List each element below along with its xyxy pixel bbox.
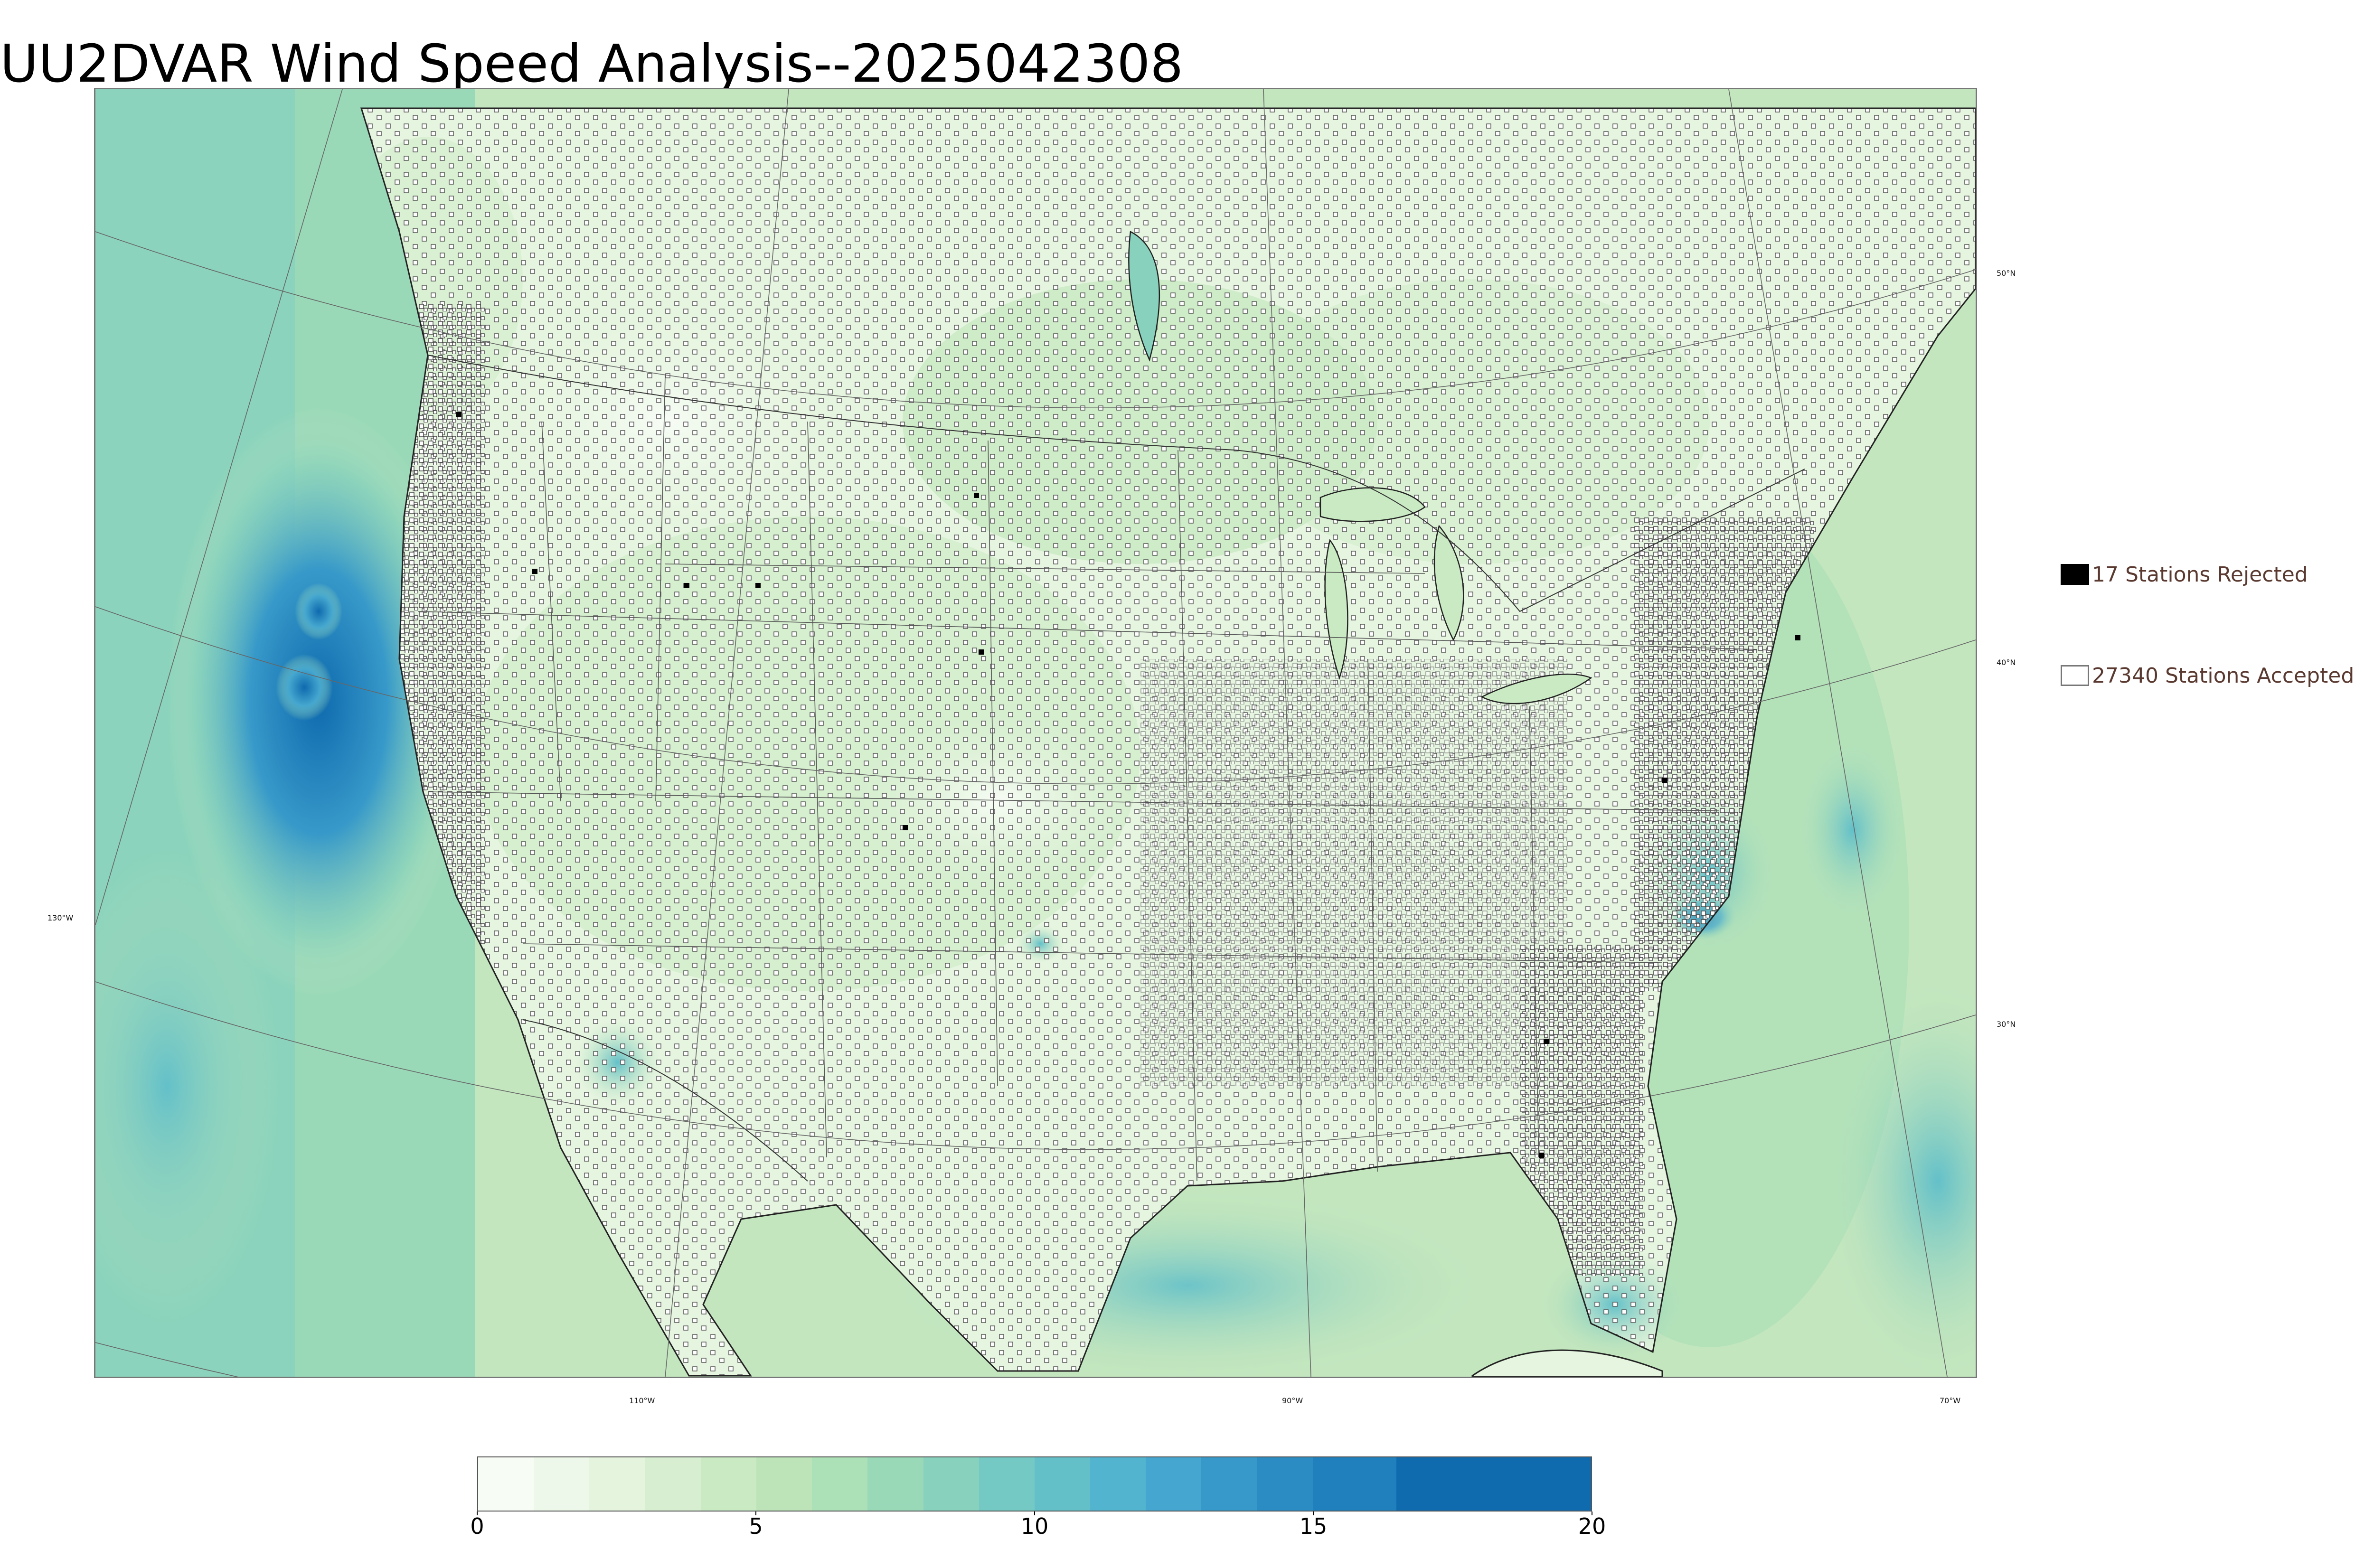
colorbar-segment <box>756 1457 812 1511</box>
lon-label-90w: 90°W <box>1282 1396 1303 1405</box>
colorbar-tick-label: 15 <box>1299 1513 1328 1539</box>
legend-rejected: 17 Stations Rejected <box>2061 560 2308 589</box>
colorbar-segment <box>1312 1457 1396 1511</box>
lon-label-70w: 70°W <box>1940 1396 1961 1405</box>
colorbar-tick-mark <box>1034 1512 1035 1515</box>
colorbar-segment <box>1034 1457 1091 1511</box>
lat-label-40n: 40°N <box>1997 658 2016 667</box>
colorbar-segment <box>589 1457 645 1511</box>
colorbar-tick-label: 20 <box>1578 1513 1606 1539</box>
rejected-stations-label: 17 Stations Rejected <box>2092 562 2308 587</box>
colorbar-tick-label: 0 <box>470 1513 484 1539</box>
colorbar-segment <box>923 1457 979 1511</box>
wind-speed-colorbar <box>477 1456 1592 1512</box>
lon-label-130w: 130°W <box>47 913 74 922</box>
colorbar-segment <box>812 1457 868 1511</box>
colorbar-segment <box>1201 1457 1257 1511</box>
accepted-stations-label: 27340 Stations Accepted <box>2092 663 2355 688</box>
colorbar-tick-mark <box>755 1512 756 1515</box>
colorbar-segment <box>1257 1457 1313 1511</box>
map-title: UU2DVAR Wind Speed Analysis--2025042308 <box>0 33 1184 94</box>
colorbar-tick-label: 10 <box>1020 1513 1049 1539</box>
lat-label-30n: 30°N <box>1997 1020 2016 1029</box>
accepted-station-swatch <box>2061 665 2089 686</box>
colorbar-segment <box>700 1457 756 1511</box>
rejected-station-swatch <box>2061 564 2089 585</box>
colorbar-segment <box>979 1457 1035 1511</box>
map-canvas <box>95 89 1976 1377</box>
colorbar-segment <box>1090 1457 1146 1511</box>
colorbar-segment <box>534 1457 590 1511</box>
colorbar-segment <box>478 1457 534 1511</box>
wind-speed-map <box>94 88 1977 1378</box>
legend-accepted: 27340 Stations Accepted <box>2061 661 2354 690</box>
colorbar-segment <box>1396 1457 1591 1511</box>
colorbar-tick-label: 5 <box>749 1513 763 1539</box>
colorbar-segment <box>645 1457 701 1511</box>
lat-label-50n: 50°N <box>1997 269 2016 278</box>
colorbar-tick-mark <box>1313 1512 1314 1515</box>
lon-label-110w: 110°W <box>629 1396 655 1405</box>
colorbar-segment <box>1146 1457 1202 1511</box>
colorbar-tick-mark <box>477 1512 478 1515</box>
colorbar-segment <box>867 1457 923 1511</box>
